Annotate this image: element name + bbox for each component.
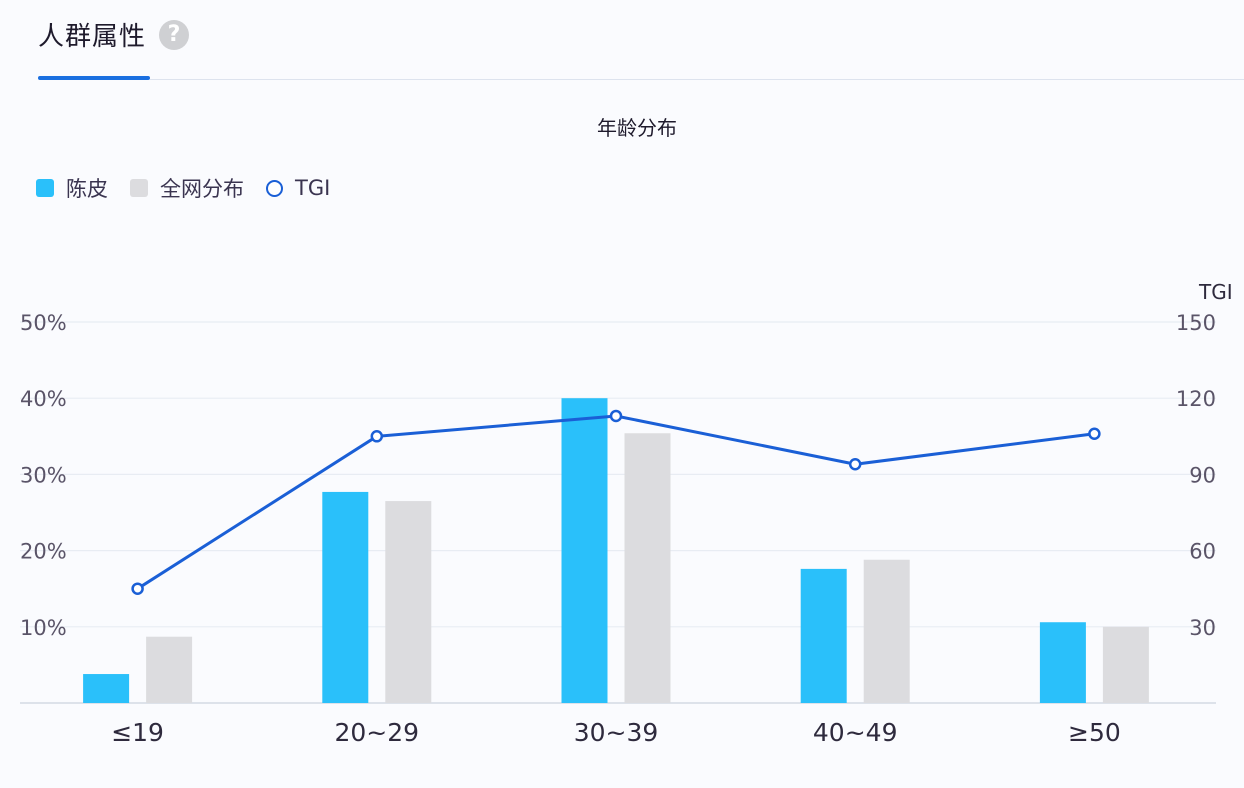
tab-bar: 人群属性 ? (0, 0, 1244, 80)
bar-network[interactable] (1102, 626, 1149, 703)
x-axis-tick-label: 40~49 (813, 718, 898, 747)
y2-axis-tick-label: 30 (1189, 616, 1216, 640)
tgi-line (136, 414, 1095, 590)
legend-item-chenpi[interactable]: 陈皮 (36, 173, 108, 203)
x-axis-tick-label: 30~39 (574, 718, 659, 747)
y-axis-tick-label: 20% (20, 540, 67, 564)
y-axis-tick-label: 40% (20, 387, 67, 411)
tgi-point[interactable] (848, 457, 862, 471)
legend-label: 全网分布 (160, 177, 244, 201)
tab-crowd-attributes[interactable]: 人群属性 (38, 22, 147, 52)
legend-label: 陈皮 (66, 177, 108, 201)
y-axis-tick-label: 10% (20, 616, 67, 640)
legend-label: TGI (295, 176, 331, 200)
question-circle-icon[interactable]: ? (159, 20, 189, 50)
y2-axis-tick-label: 90 (1189, 463, 1216, 487)
right-axis-title: TGI (1199, 280, 1233, 304)
legend-circle-icon (266, 179, 283, 197)
tgi-point[interactable] (1088, 427, 1101, 441)
bar-chenpi[interactable] (561, 398, 608, 703)
bar-network[interactable] (385, 501, 432, 703)
x-axis-tick-label: 20~29 (335, 718, 420, 747)
legend-swatch-square-icon (36, 179, 54, 197)
bar-chenpi[interactable] (800, 568, 847, 703)
active-tab-indicator (38, 76, 150, 80)
bar-network[interactable] (863, 559, 910, 703)
legend-item-tgi[interactable]: TGI (266, 176, 330, 200)
legend-swatch-square-icon (130, 179, 148, 197)
tgi-point[interactable] (609, 409, 623, 423)
bar-network[interactable] (146, 636, 193, 703)
y-axis-tick-label: 30% (20, 463, 67, 487)
bar-chenpi[interactable] (83, 674, 130, 703)
x-axis-tick-label: ≥50 (1068, 718, 1121, 747)
y-axis-tick-label: 50% (20, 311, 67, 335)
y2-axis-tick-label: 60 (1189, 540, 1216, 564)
tgi-point[interactable] (131, 582, 144, 595)
y2-axis-tick-label: 120 (1176, 387, 1216, 411)
tgi-point[interactable] (370, 430, 384, 443)
y2-axis-tick-label: 150 (1176, 311, 1216, 335)
legend-item-network[interactable]: 全网分布 (130, 173, 244, 203)
chart-legend: 陈皮 全网分布 TGI (36, 174, 352, 202)
bar-network[interactable] (624, 433, 671, 703)
bar-chenpi[interactable] (1039, 622, 1086, 703)
bar-chenpi[interactable] (322, 491, 369, 703)
tab-divider (150, 79, 1244, 80)
x-axis-tick-label: ≤19 (111, 718, 164, 747)
chart-title: 年龄分布 (597, 116, 677, 140)
